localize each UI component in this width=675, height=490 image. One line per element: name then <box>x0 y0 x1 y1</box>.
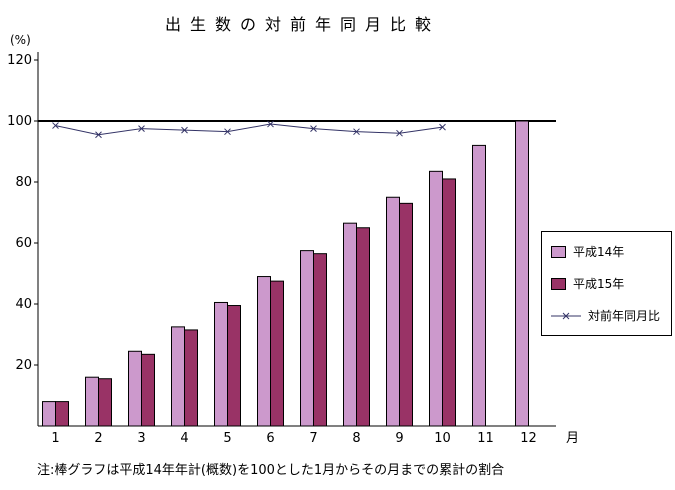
x-tick-label-7: 7 <box>309 431 317 446</box>
bar-平成15年-month-9 <box>399 202 413 427</box>
bar-平成15年-month-2 <box>98 378 112 427</box>
ratio-marker-x <box>310 125 317 132</box>
y-axis-unit-label: (%) <box>10 33 31 47</box>
x-tick-label-2: 2 <box>94 431 102 446</box>
ratio-marker-x <box>439 123 446 131</box>
legend-label-ratio: 対前年同月比 <box>588 309 661 323</box>
bar-平成15年-month-8 <box>356 227 370 427</box>
y-tick-label-40: 40 <box>15 297 32 312</box>
bar-平成14年-month-1 <box>42 401 56 427</box>
x-axis-unit-label: 月 <box>566 431 579 446</box>
bar-平成15年-month-4 <box>184 329 198 427</box>
x-tick-label-4: 4 <box>180 431 188 446</box>
bar-平成15年-month-3 <box>141 353 155 427</box>
bar-平成14年-month-4 <box>171 326 185 427</box>
ratio-marker-x <box>224 128 231 136</box>
bar-平成14年-month-5 <box>214 301 228 427</box>
x-tick-label-10: 10 <box>434 431 451 446</box>
ratio-marker-x <box>181 126 188 134</box>
legend-item-ratio-line: 対前年同月比 <box>551 307 662 324</box>
bar-平成14年-month-12 <box>515 120 529 427</box>
legend-box: 平成14年 平成15年 対前年同月比 <box>541 231 672 336</box>
footnote: 注:棒グラフは平成14年年計(概数)を100とした1月からその月までの累計の割合 <box>37 463 505 478</box>
y-tick-label-120: 120 <box>7 53 32 68</box>
y-tick-label-80: 80 <box>15 175 32 190</box>
bar-平成14年-month-10 <box>429 170 443 427</box>
bar-平成14年-month-11 <box>472 144 486 427</box>
legend-label-h15: 平成15年 <box>573 277 625 291</box>
ratio-marker-x <box>138 125 145 132</box>
bar-平成14年-month-8 <box>343 222 357 427</box>
bar-平成14年-month-6 <box>257 276 271 427</box>
x-tick-label-12: 12 <box>520 431 537 446</box>
ratio-marker-x <box>95 131 102 139</box>
x-tick-label-11: 11 <box>477 431 494 446</box>
ratio-marker-x <box>353 128 360 136</box>
legend-line-glyph <box>562 312 570 319</box>
legend-swatch-h14 <box>551 245 566 258</box>
ratio-marker-x <box>267 120 274 128</box>
bar-平成15年-month-1 <box>55 401 69 427</box>
ratio-marker-x <box>52 122 59 129</box>
legend-item-h14: 平成14年 <box>551 243 662 260</box>
legend-label-h14: 平成14年 <box>573 245 625 259</box>
legend-line-marker-icon <box>551 312 581 319</box>
bar-平成14年-month-9 <box>386 196 400 427</box>
y-tick-label-20: 20 <box>15 358 32 373</box>
x-tick-label-3: 3 <box>137 431 145 446</box>
x-tick-label-5: 5 <box>223 431 231 446</box>
ratio-line <box>55 123 443 136</box>
y-tick-label-100: 100 <box>7 114 32 129</box>
bar-平成15年-month-6 <box>270 280 284 427</box>
legend-item-h15: 平成15年 <box>551 275 662 292</box>
x-tick-label-6: 6 <box>266 431 274 446</box>
bar-平成14年-month-2 <box>85 376 99 427</box>
bar-平成15年-month-10 <box>442 178 456 427</box>
x-tick-label-1: 1 <box>51 431 59 446</box>
ratio-marker-x <box>396 129 403 137</box>
y-tick-label-60: 60 <box>15 236 32 251</box>
bar-平成14年-month-7 <box>300 250 314 427</box>
chart-title: 出生数の対前年同月比較 <box>164 15 440 34</box>
bar-平成14年-month-3 <box>128 350 142 427</box>
x-tick-label-8: 8 <box>352 431 360 446</box>
x-tick-label-9: 9 <box>395 431 403 446</box>
legend-swatch-h15 <box>551 277 566 290</box>
bar-平成15年-month-5 <box>227 305 241 427</box>
bar-平成15年-month-7 <box>313 253 327 427</box>
